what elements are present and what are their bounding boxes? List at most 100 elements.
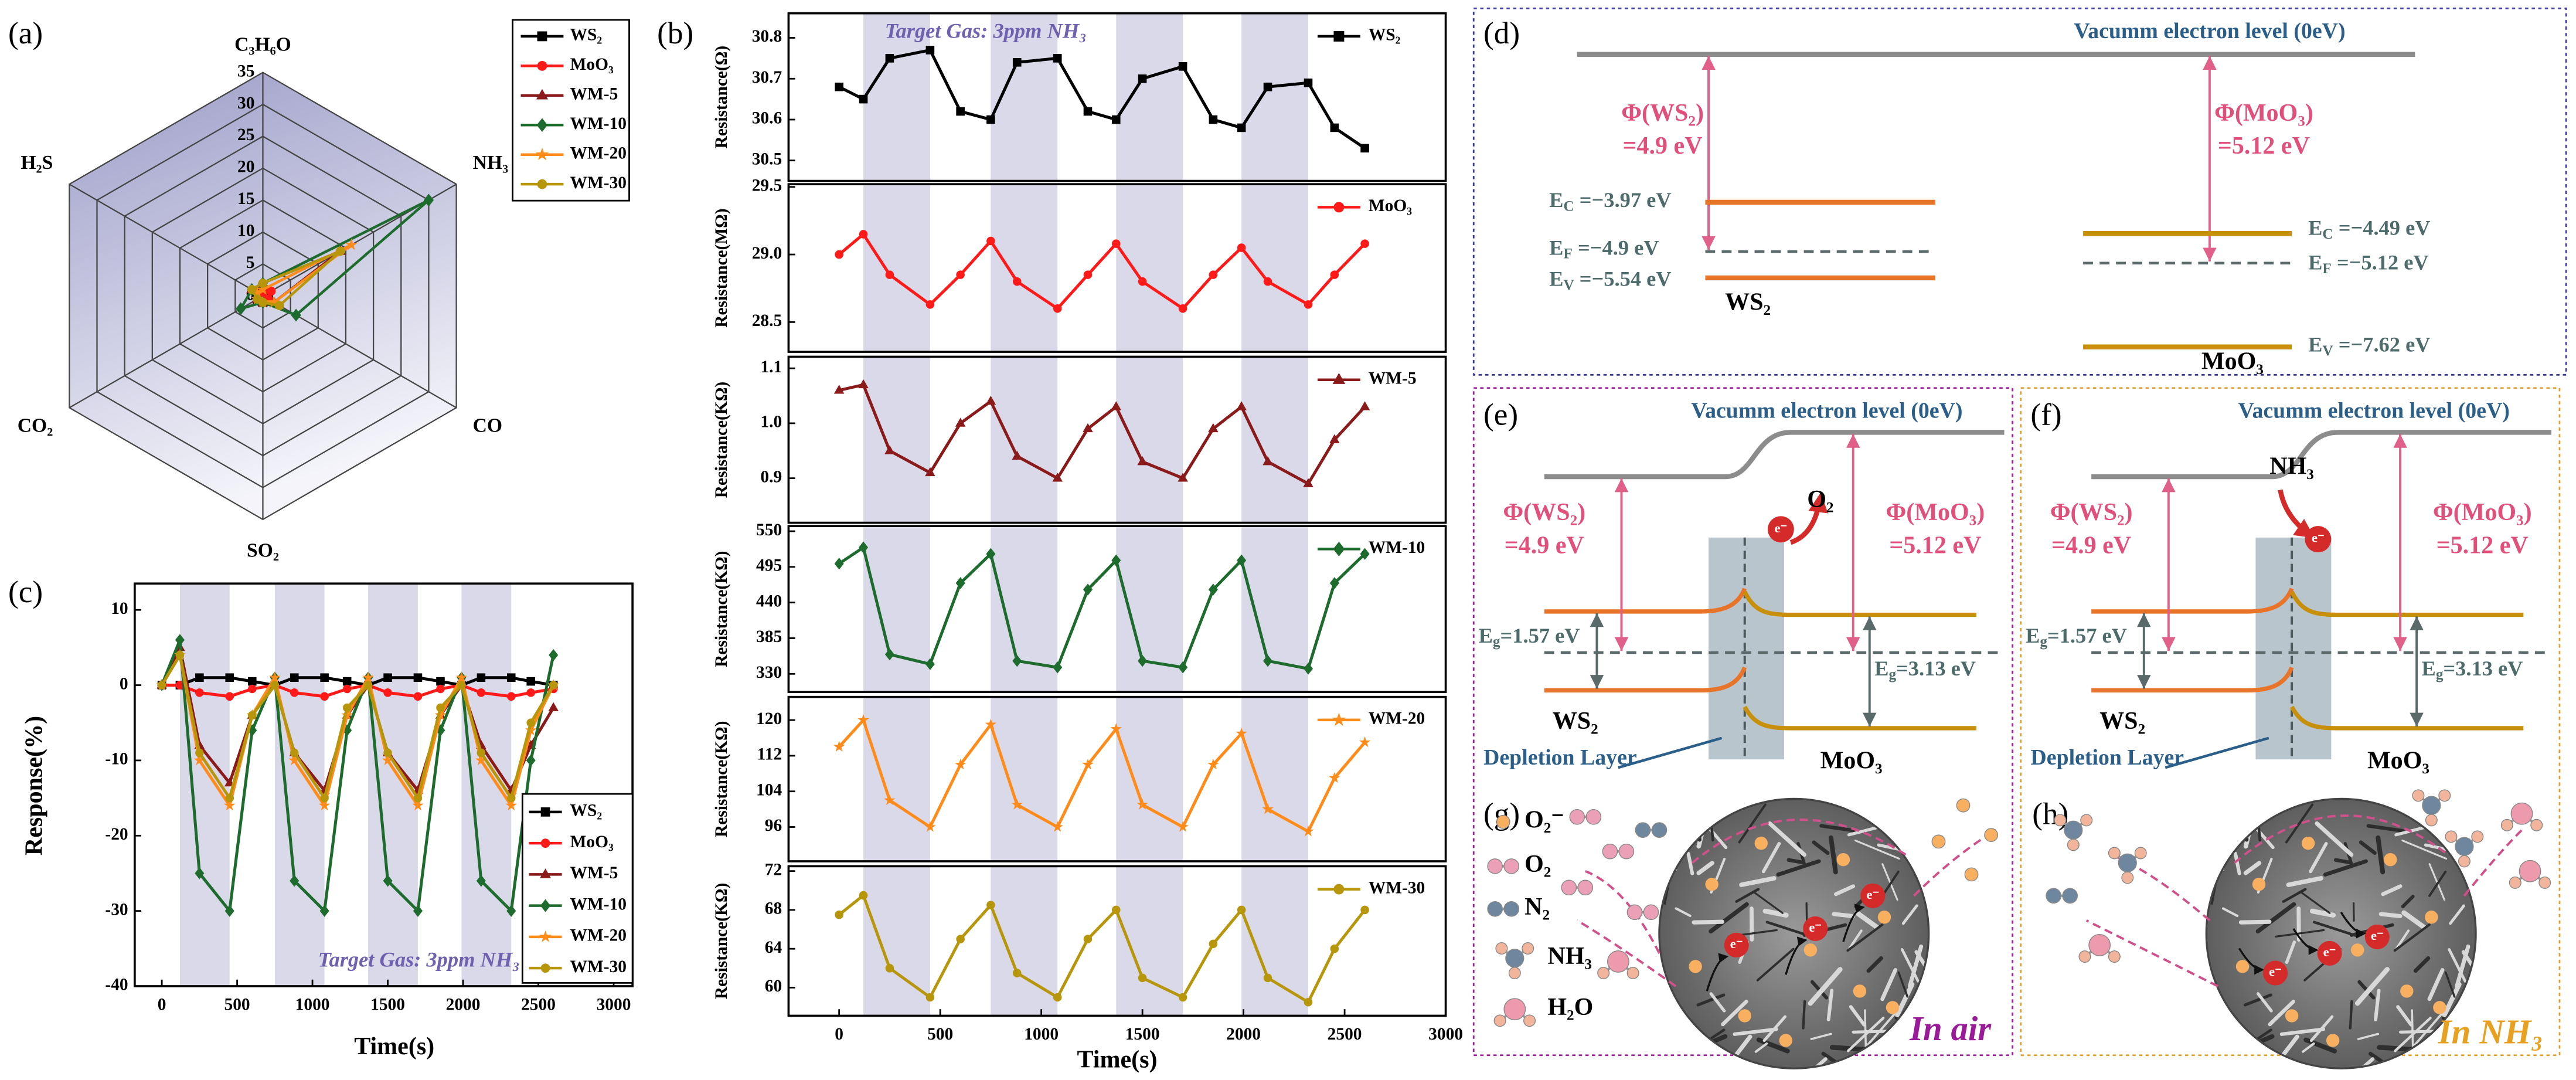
y-tick-label: 30.8 (752, 27, 782, 46)
y-tick-label: 68 (765, 899, 782, 918)
depletion-label: Depletion Layer (1483, 745, 1637, 770)
marker (1209, 115, 1218, 124)
marker (859, 541, 869, 553)
atom (2064, 820, 2083, 840)
electron-path (1706, 953, 1729, 991)
marker (857, 714, 869, 725)
x-tick-label: 2000 (1226, 1025, 1261, 1044)
atom (1618, 843, 1635, 860)
marker (1178, 993, 1187, 1002)
sem-texture (1805, 902, 1808, 922)
label: MoO₃ (2201, 348, 2264, 375)
label: Φ(WS₂) (2050, 499, 2133, 526)
sem-texture (2256, 992, 2273, 1013)
marker (383, 875, 393, 887)
sem-texture (1694, 1046, 1699, 1068)
marker (1052, 821, 1063, 832)
x-tick-label: 1000 (1024, 1025, 1059, 1044)
legend-label: WM-20 (1369, 709, 1425, 728)
adsorbed-oxygen (1803, 943, 1818, 957)
marker (1263, 456, 1273, 466)
x-axis-label: Time(s) (1077, 1047, 1158, 1074)
gas-interval (1116, 356, 1183, 523)
caption: In air (1909, 1010, 1992, 1048)
marker (247, 711, 257, 720)
sem-texture (1852, 1029, 1903, 1034)
sem-texture (2441, 803, 2472, 832)
pointer (2165, 736, 2269, 769)
marker (1111, 401, 1122, 410)
electron-label: e⁻ (1866, 887, 1879, 902)
marker (477, 748, 486, 758)
marker (1012, 969, 1022, 977)
gas-interval (863, 697, 930, 861)
marker (413, 905, 423, 917)
sem-texture (2335, 1057, 2375, 1069)
panel-label: (b) (657, 16, 693, 50)
series-line (838, 48, 1366, 150)
marker (195, 748, 204, 758)
sem-texture (1788, 1057, 1828, 1069)
marker (266, 286, 276, 296)
vacuum-label: Vacumm electron level (0eV) (2074, 19, 2345, 43)
marker (318, 799, 331, 811)
marker (1237, 123, 1246, 133)
marker (413, 692, 423, 701)
marker (1360, 548, 1370, 560)
panel-label: (d) (1483, 16, 1520, 50)
marker (536, 89, 549, 100)
sem-texture (2206, 1005, 2217, 1039)
level: =−4.49 eV (2333, 216, 2431, 240)
marker (858, 379, 869, 389)
y-axis-label: Resistance(KΩ) (712, 382, 731, 498)
atom (1931, 834, 1946, 849)
sem-base (2206, 799, 2476, 1069)
sem-texture (2206, 864, 2218, 870)
marker (1360, 905, 1369, 915)
series-line (838, 718, 1366, 833)
y-tick-label: 96 (765, 816, 782, 835)
adsorbed-oxygen (2326, 1034, 2340, 1047)
sem-texture (1889, 811, 1910, 838)
marker (436, 684, 445, 694)
panel-label: (a) (8, 16, 43, 50)
marker (885, 964, 894, 973)
level: =1.57 eV (2047, 624, 2127, 647)
marker (985, 718, 997, 730)
electron (2364, 924, 2390, 949)
marker (455, 671, 468, 682)
pointer (1618, 736, 1723, 769)
x-tick-label: 500 (927, 1025, 953, 1044)
marker (382, 754, 394, 766)
sem-texture (2243, 993, 2272, 1007)
sem-texture (1819, 824, 1858, 833)
y-tick-label: 330 (756, 663, 782, 682)
marker (505, 799, 517, 811)
sem-texture (2428, 863, 2446, 901)
marker (1304, 300, 1313, 309)
conduction-band (1544, 587, 1747, 614)
x-tick-label: 3000 (597, 995, 631, 1014)
atom (1964, 867, 1979, 882)
y-tick-label: 385 (756, 627, 782, 646)
sem-texture (2211, 834, 2230, 841)
marker (535, 147, 549, 161)
level: =1.57 eV (1500, 624, 1580, 647)
marker (247, 677, 257, 686)
sem-texture (1918, 986, 1929, 998)
sem-texture (2381, 884, 2403, 896)
marker (835, 250, 843, 259)
atom (2425, 814, 2438, 827)
transfer-arrow (2278, 489, 2315, 538)
legend-label: WM-10 (570, 895, 627, 913)
marker (288, 754, 300, 766)
y-tick-label: 0.9 (760, 467, 782, 486)
electron (1803, 916, 1828, 941)
marker (290, 748, 299, 758)
marker (413, 793, 423, 803)
y-tick-label: 60 (765, 977, 782, 996)
marker (835, 82, 843, 91)
sem-texture (2282, 888, 2307, 903)
axis-label: CO₂ (18, 415, 53, 437)
sem-texture (1761, 841, 1781, 874)
